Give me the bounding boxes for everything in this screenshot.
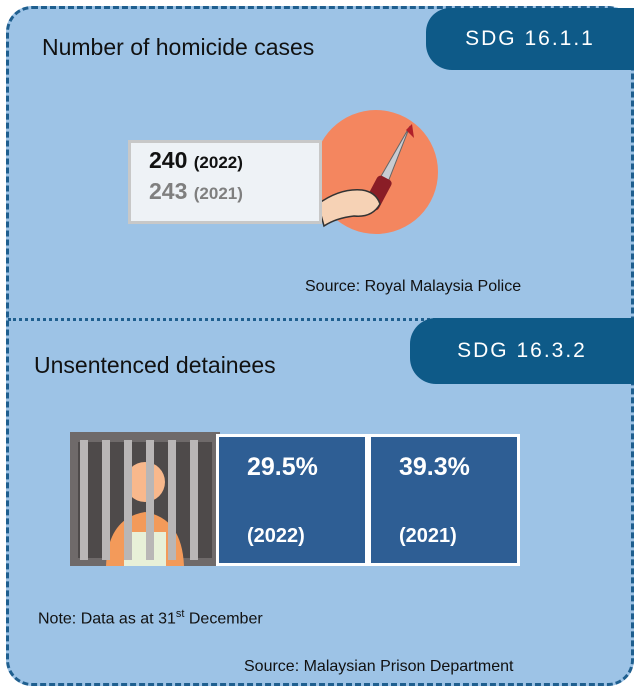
note: Note: Data as at 31st December bbox=[38, 608, 263, 628]
source: Source: Malaysian Prison Department bbox=[244, 658, 514, 675]
year: (2021) bbox=[193, 184, 243, 203]
value: 243 bbox=[149, 178, 188, 204]
section-heading: Unsentenced detainees bbox=[34, 352, 276, 378]
value: 240 bbox=[149, 147, 188, 173]
year: (2022) bbox=[247, 525, 305, 547]
note-sup: st bbox=[175, 608, 185, 620]
section-heading: Number of homicide cases bbox=[42, 34, 315, 60]
value: 39.3% bbox=[399, 453, 470, 481]
value-row: 243 (2021) bbox=[149, 178, 301, 205]
note-tail: December bbox=[184, 610, 263, 628]
prison-icon bbox=[70, 432, 220, 566]
sdg-badge: SDG 16.3.2 bbox=[410, 318, 634, 384]
sdg-badge: SDG 16.1.1 bbox=[426, 8, 634, 70]
note-text: Note: Data as at 31 bbox=[38, 610, 176, 628]
value-box: 29.5% (2022) bbox=[216, 434, 368, 566]
value-box: 240 (2022) 243 (2021) bbox=[128, 140, 322, 224]
value-box: 39.3% (2021) bbox=[368, 434, 520, 566]
year: (2021) bbox=[399, 525, 457, 547]
year: (2022) bbox=[193, 153, 243, 172]
value-row: 240 (2022) bbox=[149, 147, 301, 174]
source: Source: Royal Malaysia Police bbox=[305, 278, 522, 295]
value: 29.5% bbox=[247, 453, 318, 481]
knife-icon bbox=[314, 110, 438, 234]
divider bbox=[8, 318, 628, 321]
